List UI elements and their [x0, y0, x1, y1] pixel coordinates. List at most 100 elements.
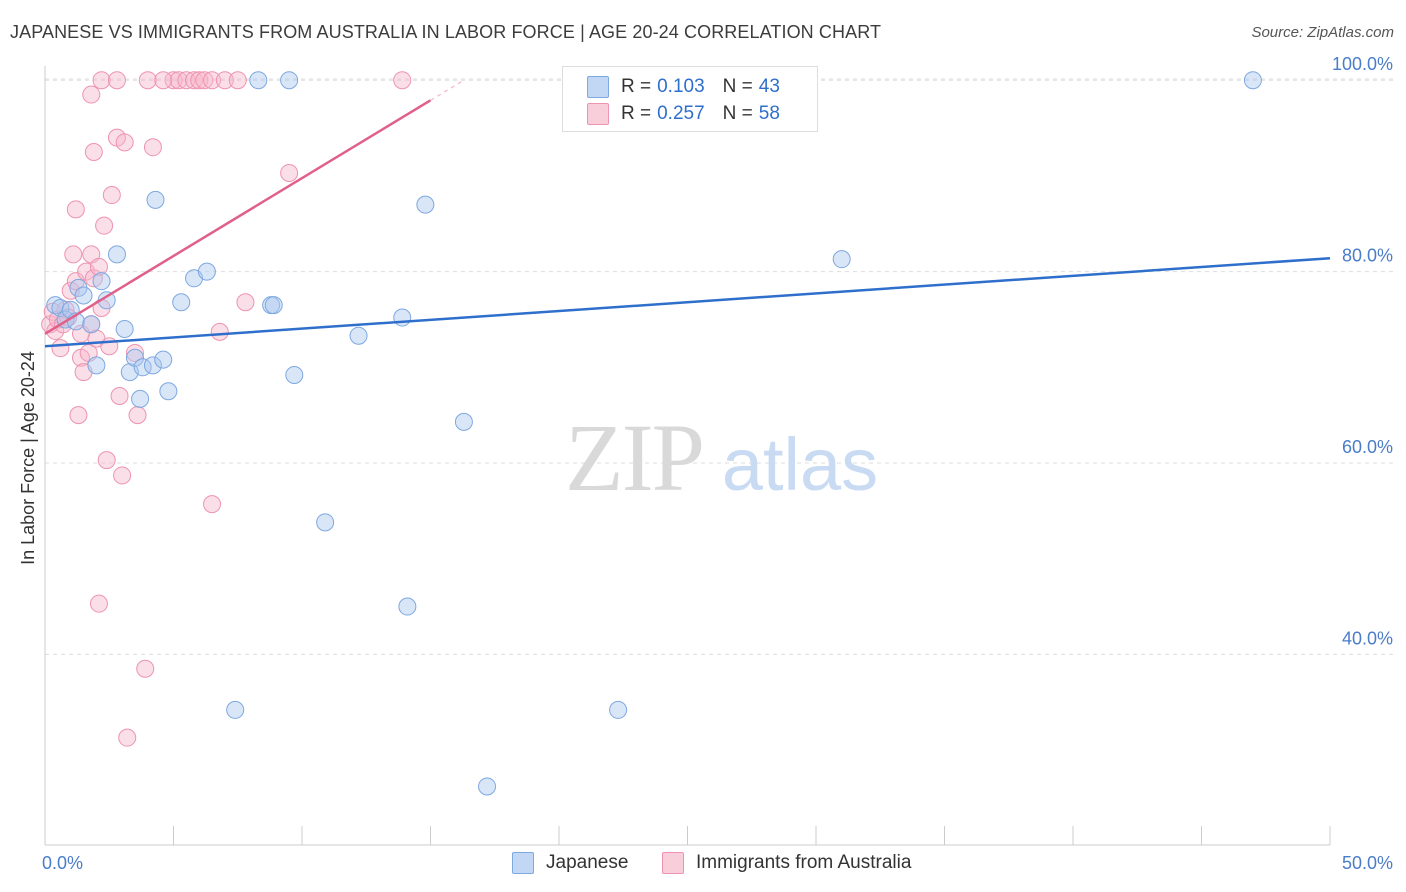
trend-line-japanese	[44, 256, 1331, 348]
n-value: 58	[758, 103, 780, 124]
point-japanese	[87, 356, 106, 375]
legend-row-japanese: R = 0.103 N = 43	[587, 75, 780, 99]
x-tick-label-max: 50.0%	[1342, 853, 1393, 873]
point-japanese	[92, 272, 111, 291]
point-australia	[143, 138, 162, 157]
point-japanese	[398, 597, 417, 616]
point-japanese	[226, 700, 245, 719]
point-japanese	[172, 293, 191, 312]
y-axis-label: In Labor Force | Age 20-24	[18, 351, 38, 565]
point-japanese	[107, 245, 126, 264]
r-value: 0.103	[657, 76, 705, 97]
point-australia	[203, 71, 222, 90]
point-australia	[154, 71, 173, 90]
legend-label-australia: Immigrants from Australia	[696, 852, 912, 873]
point-australia	[46, 321, 65, 340]
point-japanese	[264, 296, 283, 315]
point-australia	[66, 200, 85, 219]
point-japanese	[125, 348, 144, 367]
point-australia	[84, 142, 103, 161]
point-australia	[203, 495, 222, 514]
legend-item-japanese[interactable]: Japanese	[512, 852, 628, 874]
y-tick-label: 60.0%	[1342, 437, 1393, 457]
trend-lines	[44, 79, 1331, 348]
point-japanese	[609, 700, 628, 719]
point-australia	[82, 85, 101, 104]
point-australia	[393, 71, 412, 90]
axes	[44, 66, 1331, 846]
x-tick-label-min: 0.0%	[42, 853, 83, 873]
point-japanese	[832, 250, 851, 269]
point-japanese	[280, 71, 299, 90]
point-japanese	[1243, 71, 1262, 90]
watermark: ZIP atlas	[565, 404, 878, 511]
point-australia	[185, 71, 204, 90]
point-japanese	[131, 389, 150, 408]
point-japanese	[154, 350, 173, 369]
point-australia	[51, 339, 70, 358]
point-australia	[125, 343, 144, 362]
point-australia	[195, 71, 214, 90]
point-japanese	[349, 326, 368, 345]
point-australia	[113, 466, 132, 485]
r-value: 0.257	[657, 103, 705, 124]
n-value: 43	[758, 76, 780, 97]
watermark-zip: ZIP	[565, 404, 703, 511]
point-japanese	[115, 320, 134, 339]
point-australia	[110, 387, 129, 406]
point-australia	[115, 133, 134, 152]
point-australia	[169, 71, 188, 90]
japanese-swatch	[587, 76, 609, 98]
legend-row-australia: R = 0.257 N = 58	[587, 102, 780, 126]
japanese-swatch	[512, 852, 534, 874]
point-australia	[215, 71, 234, 90]
r-label: R =	[621, 76, 652, 97]
point-japanese	[478, 777, 497, 796]
point-australia	[69, 406, 88, 425]
point-australia	[190, 71, 209, 90]
point-australia	[92, 71, 111, 90]
australia-swatch	[587, 103, 609, 125]
y-tick-label: 40.0%	[1342, 628, 1393, 648]
point-australia	[164, 71, 183, 90]
point-australia	[95, 216, 114, 235]
point-australia	[89, 257, 108, 276]
legend-label-japanese: Japanese	[546, 852, 629, 873]
point-japanese	[285, 365, 304, 384]
trend-line-australia-extension	[430, 79, 465, 101]
n-label: N =	[722, 103, 753, 124]
n-label: N =	[722, 76, 753, 97]
point-japanese	[454, 412, 473, 431]
point-australia	[64, 245, 83, 264]
point-japanese	[316, 513, 335, 532]
point-australia	[102, 186, 121, 205]
point-australia	[136, 659, 155, 678]
point-japanese	[146, 190, 165, 209]
point-australia	[107, 71, 126, 90]
point-australia	[118, 728, 137, 747]
point-australia	[228, 71, 247, 90]
r-label: R =	[621, 103, 652, 124]
y-tick-label: 80.0%	[1342, 246, 1393, 266]
point-australia	[138, 71, 157, 90]
point-australia	[280, 164, 299, 183]
point-japanese	[393, 308, 412, 327]
point-australia	[210, 322, 229, 341]
point-japanese	[416, 195, 435, 214]
australia-swatch	[662, 852, 684, 874]
point-japanese	[82, 315, 101, 334]
point-australia	[97, 451, 116, 470]
source-label: Source: ZipAtlas.com	[1251, 24, 1394, 41]
stats-legend: R = 0.103 N = 43 R = 0.257 N = 58	[562, 66, 818, 132]
point-japanese	[159, 382, 178, 401]
point-australia	[128, 406, 147, 425]
gridlines	[45, 78, 1395, 655]
point-australia	[89, 594, 108, 613]
point-japanese	[249, 71, 268, 90]
trend-line-australia	[44, 99, 432, 335]
axis-labels: 40.0% 60.0% 80.0% 100.0% 0.0% 50.0%	[42, 54, 1393, 873]
legend-item-australia[interactable]: Immigrants from Australia	[662, 852, 911, 874]
point-japanese	[197, 262, 216, 281]
point-australia	[236, 293, 255, 312]
